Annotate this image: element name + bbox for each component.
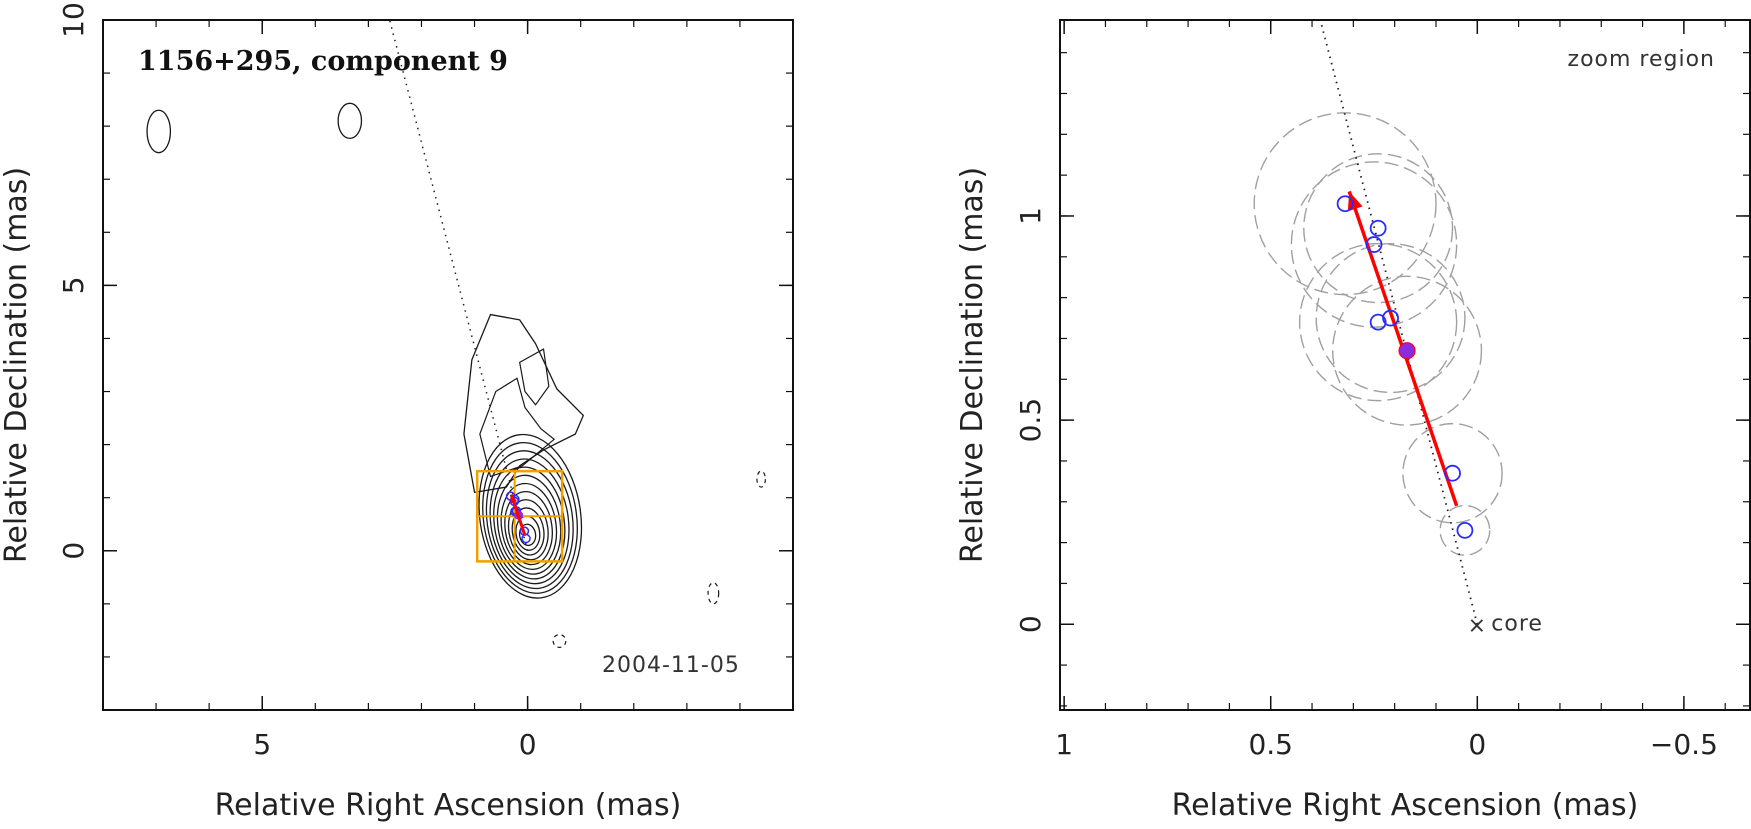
left-components — [505, 491, 531, 544]
right-ticks — [1060, 20, 1750, 710]
contour-level — [507, 499, 549, 561]
right-xlabel: Relative Right Ascension (mas) — [1172, 788, 1639, 823]
jet-axis-line — [1319, 19, 1479, 625]
left-ytick-label: 5 — [57, 276, 90, 294]
right-ytick-label: 1 — [1014, 207, 1047, 225]
right-size-circles — [1253, 112, 1503, 556]
left-ylabel: Relative Declination (mas) — [0, 167, 34, 563]
left-title: 1156+295, component 9 — [138, 46, 508, 77]
right-ytick-label: 0 — [1014, 615, 1047, 633]
component-size-circle — [1298, 242, 1458, 402]
contour-level — [482, 442, 578, 594]
right-ytick-label: 0.5 — [1014, 398, 1047, 443]
component-size-circle — [1315, 242, 1466, 394]
left-xtick-label: 0 — [519, 728, 537, 761]
left-plot-frame — [102, 19, 794, 711]
contour-level — [496, 474, 562, 575]
right-xtick-label: 0.5 — [1248, 728, 1293, 761]
right-xtick-label: 0 — [1468, 728, 1486, 761]
jet-axis-line — [388, 19, 529, 551]
component-marker — [1444, 464, 1461, 482]
right-panel: 1 0.5 0 −0.5 1 0.5 0 zoom region × core Relati… — [955, 19, 1751, 823]
core-label: core — [1491, 611, 1543, 636]
left-xtick-label: 5 — [253, 728, 271, 761]
contour-level — [485, 450, 574, 590]
left-date-label: 2004-11-05 — [602, 653, 740, 678]
core-x-icon: × — [1468, 613, 1487, 638]
right-xtick-label: 1 — [1055, 728, 1073, 761]
contour-negative — [552, 634, 567, 648]
contour-inner-lobe — [479, 377, 556, 478]
component-size-circle — [1439, 504, 1491, 556]
contour-level — [489, 458, 570, 585]
contour-level — [500, 482, 558, 570]
left-jet-axis — [388, 19, 529, 551]
component-size-circle — [1253, 112, 1437, 296]
component-marker — [1382, 309, 1399, 327]
component-size-circle — [1290, 161, 1458, 328]
right-plot-frame — [1059, 19, 1751, 711]
left-ytick-label: 0 — [57, 542, 90, 560]
left-ticks — [102, 19, 794, 711]
component-marker — [1456, 521, 1474, 539]
highlight-component — [1398, 342, 1416, 360]
component-marker — [1369, 219, 1387, 237]
contour-outer-lobe — [463, 313, 584, 494]
contour-level — [511, 507, 545, 556]
motion-vector-head — [510, 494, 518, 504]
right-components — [1336, 190, 1474, 539]
component-marker — [1336, 195, 1354, 213]
component-size-circle — [1303, 153, 1454, 304]
contour-blob — [146, 109, 172, 154]
contour-blob — [337, 102, 363, 140]
right-xtick-label: −0.5 — [1650, 728, 1718, 761]
contour-level — [493, 466, 566, 580]
right-jet-axis — [1319, 19, 1479, 625]
left-contours — [146, 102, 767, 648]
left-xlabel: Relative Right Ascension (mas) — [215, 788, 682, 823]
right-tick-labels: 1 0.5 0 −0.5 1 0.5 0 — [1014, 207, 1718, 761]
contour-negative — [756, 470, 767, 488]
component-marker — [1369, 313, 1387, 331]
component-size-circle — [1331, 275, 1483, 426]
component-marker — [1365, 236, 1383, 253]
left-tick-labels: 5 0 10 5 0 — [57, 2, 537, 761]
core-marker: × core — [1468, 611, 1543, 638]
contour-negative — [707, 582, 720, 605]
right-title: zoom region — [1568, 47, 1715, 72]
left-ytick-label: 10 — [57, 2, 90, 38]
component-size-circle — [1402, 422, 1503, 524]
contour-level — [504, 490, 553, 566]
contour-knot — [518, 348, 550, 406]
contour-level — [478, 433, 583, 599]
component-marker — [521, 533, 531, 544]
contour-level — [518, 523, 537, 547]
right-ylabel: Relative Declination (mas) — [955, 167, 990, 563]
